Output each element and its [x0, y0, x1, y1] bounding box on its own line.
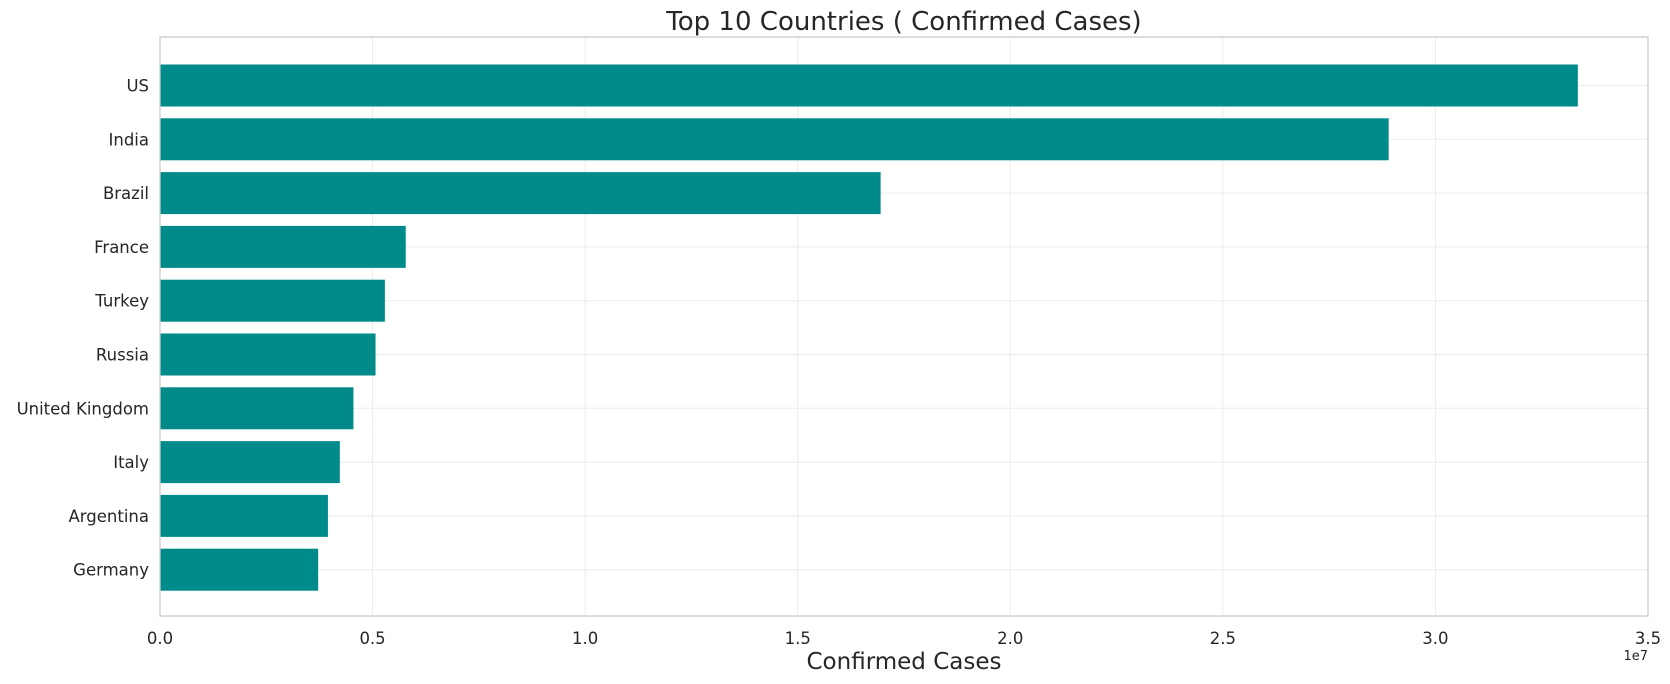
x-tick-labels: 0.0 0.5 1.0 1.5 2.0 2.5 3.0 3.5 — [147, 629, 1661, 648]
bar — [160, 172, 881, 215]
x-tick-label: 0.0 — [147, 629, 173, 648]
bar — [160, 441, 340, 484]
bar — [160, 279, 385, 322]
bar — [160, 118, 1389, 161]
y-tick-label: France — [94, 238, 149, 257]
y-tick-label: India — [109, 130, 150, 149]
y-tick-label: Turkey — [94, 292, 149, 311]
bar — [160, 548, 319, 591]
x-tick-label: 0.5 — [359, 629, 385, 648]
x-tick-label: 2.5 — [1210, 629, 1236, 648]
bar — [160, 387, 354, 430]
x-axis-label: Confirmed Cases — [807, 649, 1002, 675]
x-tick-label: 1.0 — [572, 629, 598, 648]
bar — [160, 333, 376, 376]
plot-frame — [159, 36, 1649, 617]
x-tick-label: 3.5 — [1635, 629, 1661, 648]
bars — [160, 64, 1578, 591]
x-tick-label: 2.0 — [997, 629, 1023, 648]
x-axis-offset-label: 1e7 — [1623, 649, 1648, 664]
bar — [160, 64, 1578, 107]
y-tick-label: US — [126, 77, 149, 96]
y-tick-label: Germany — [73, 561, 149, 580]
y-tick-label: Brazil — [103, 184, 149, 203]
y-tick-label: Russia — [96, 346, 149, 365]
bar — [160, 225, 406, 268]
chart-title: Top 10 Countries ( Confirmed Cases) — [665, 7, 1141, 37]
y-tick-label: Italy — [113, 453, 149, 472]
x-tick-label: 1.5 — [785, 629, 811, 648]
bar — [160, 494, 328, 537]
y-tick-labels: US India Brazil France Turkey Russia United Ki… — [17, 77, 150, 580]
x-tick-label: 3.0 — [1422, 629, 1448, 648]
y-tick-label: Argentina — [69, 507, 150, 526]
y-tick-label: United Kingdom — [17, 399, 149, 418]
